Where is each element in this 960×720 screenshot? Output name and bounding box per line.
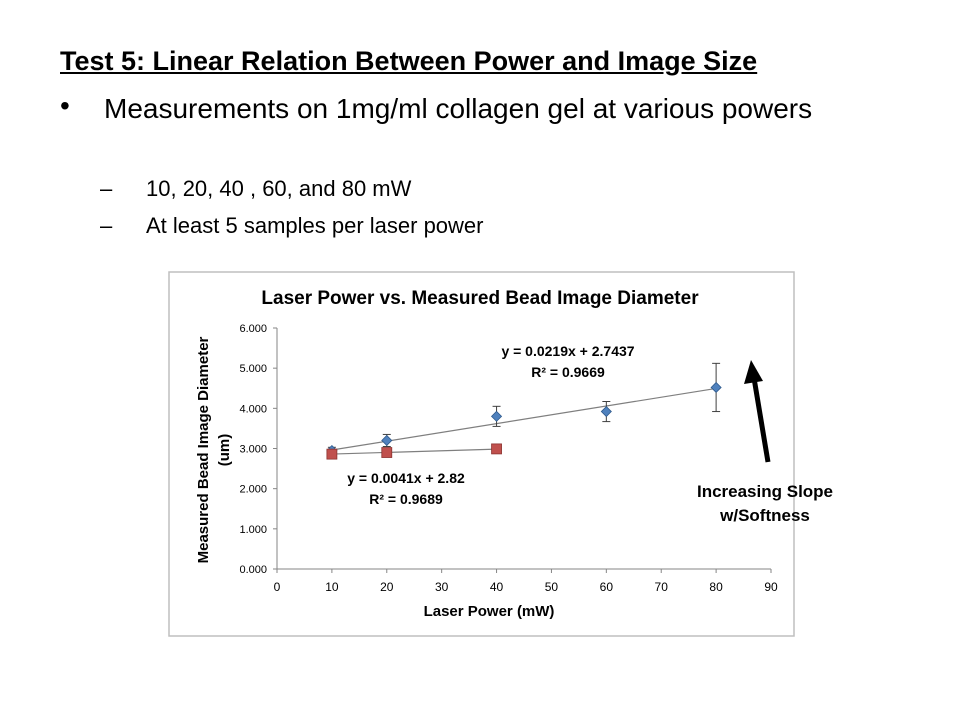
x-tick-label: 80 [709,580,723,594]
up-arrow-icon [744,360,771,463]
red-trend-equation: y = 0.0041x + 2.82 [347,470,465,486]
y-tick-label: 0.000 [239,564,267,576]
trendline-0 [331,387,717,451]
data-point-diamond [710,381,722,394]
x-tick-label: 70 [655,580,669,594]
data-point-diamond [490,410,503,422]
y-axis-label-line1: Measured Bead Image Diameter [195,336,212,563]
annotation-line2: w/Softness [720,506,810,525]
red-trend-r2: R² = 0.9689 [369,491,443,507]
sub-bullet-text: At least 5 samples per laser power [146,213,484,238]
bullet-text: Measurements on 1mg/ml collagen gel at v… [104,93,813,124]
x-tick-label: 50 [545,580,559,594]
data-point-square [491,443,502,455]
x-tick-label: 10 [325,580,339,594]
y-tick-label: 2.000 [239,484,267,496]
data-point-square [381,447,393,458]
bullet-marker: • [60,90,70,121]
x-tick-label: 30 [435,580,449,594]
chart-frame [168,271,795,637]
x-tick-label: 0 [274,580,281,594]
y-tick-label: 5.000 [239,363,267,375]
blue-trend-r2: R² = 0.9669 [531,364,605,380]
chart-title: Laser Power vs. Measured Bead Image Diam… [261,288,699,309]
x-tick-label: 20 [380,580,394,594]
annotation-line1: Increasing Slope [696,482,834,501]
blue-trend-equation: y = 0.0219x + 2.7437 [501,343,634,359]
y-tick-label: 4.000 [239,403,267,415]
slope-annotation: Increasing Slope w/Softness [660,480,870,528]
x-axis-label: Laser Power (mW) [424,603,555,620]
sub-bullet-text: 10, 20, 40 , 60, and 80 mW [146,176,412,201]
x-tick-label: 40 [490,580,504,594]
x-tick-label: 90 [764,580,778,594]
data-point-diamond [381,434,393,447]
y-tick-label: 6.000 [239,323,267,335]
trendline-1 [331,448,497,455]
slide-title: Test 5: Linear Relation Between Power an… [60,46,758,76]
x-tick-label: 60 [600,580,614,594]
tick-layer: 0.000 1.000 2.000 3.000 4.000 5.000 6.000 0 10 20… [239,323,778,594]
y-axis-label: Measured Bead Image Diameter (um) [195,336,233,563]
sub-bullet-marker: – [100,176,113,201]
data-point-diamond [600,405,612,418]
y-axis-label-line2: (um) [216,434,233,467]
data-point-square [326,448,338,460]
y-tick-label: 3.000 [239,444,267,456]
sub-bullet-marker: – [100,213,113,238]
trendline-layer [331,387,717,455]
data-point-layer [326,381,722,460]
y-tick-label: 1.000 [239,524,267,536]
